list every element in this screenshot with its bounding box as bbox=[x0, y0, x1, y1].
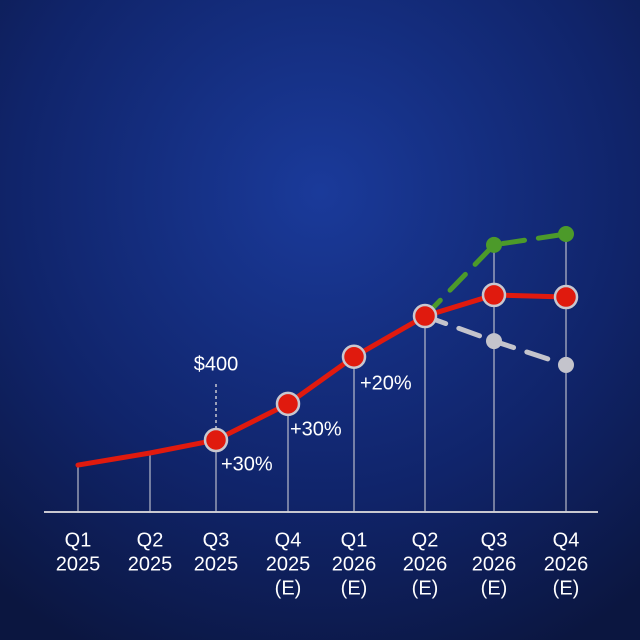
point bbox=[558, 356, 574, 373]
point bbox=[486, 333, 502, 350]
point bbox=[412, 303, 438, 329]
x-tick-label: Q3 bbox=[481, 529, 508, 551]
x-tick-label: 2025 bbox=[266, 553, 311, 575]
point bbox=[341, 344, 367, 370]
point bbox=[558, 225, 574, 242]
x-tick-label: 2026 bbox=[332, 553, 377, 575]
x-tick-label: 2025 bbox=[194, 553, 239, 575]
x-tick-label: (E) bbox=[275, 577, 302, 599]
x-tick-label: Q4 bbox=[275, 529, 302, 551]
x-tick-label: 2026 bbox=[472, 553, 517, 575]
point bbox=[553, 284, 579, 310]
x-tick-label: (E) bbox=[412, 577, 439, 599]
x-tick-label: 2026 bbox=[403, 553, 448, 575]
x-tick-label: (E) bbox=[553, 577, 580, 599]
x-tick-label: 2025 bbox=[128, 553, 173, 575]
annotation: +30% bbox=[290, 418, 342, 440]
annotation: +30% bbox=[221, 453, 273, 475]
x-tick-label: Q1 bbox=[341, 529, 368, 551]
series-line bbox=[422, 231, 569, 319]
x-tick-label: Q2 bbox=[412, 529, 439, 551]
x-tick-label: (E) bbox=[481, 577, 508, 599]
annotation: +20% bbox=[360, 372, 412, 394]
x-tick-label: Q4 bbox=[553, 529, 580, 551]
x-tick-label: 2025 bbox=[56, 553, 101, 575]
point bbox=[275, 391, 301, 417]
annotation: $400 bbox=[194, 353, 239, 375]
point bbox=[481, 282, 507, 308]
x-tick-label: Q1 bbox=[65, 529, 92, 551]
point bbox=[486, 236, 502, 253]
x-tick-label: Q2 bbox=[137, 529, 164, 551]
point bbox=[203, 427, 229, 453]
x-tick-label: Q3 bbox=[203, 529, 230, 551]
x-tick-label: (E) bbox=[341, 577, 368, 599]
x-tick-label: 2026 bbox=[544, 553, 589, 575]
